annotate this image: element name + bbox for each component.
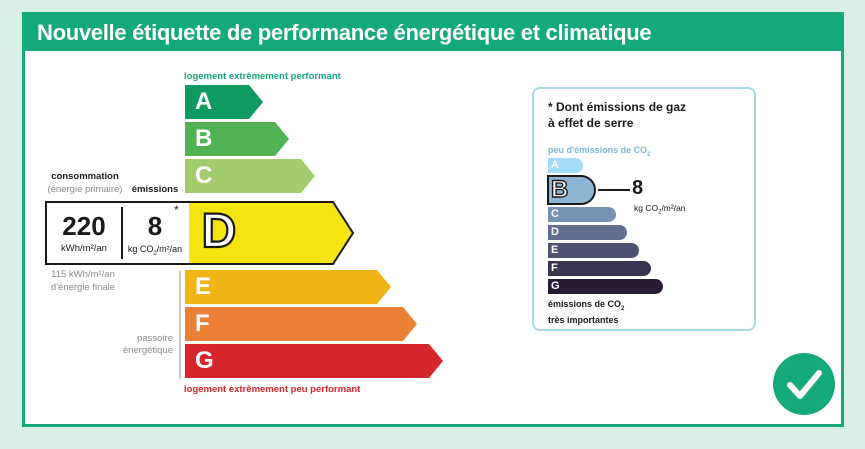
emissions-value: 8	[147, 211, 163, 241]
dpe-values-box	[45, 201, 189, 265]
ges-unit: kg CO2/m²/an	[634, 203, 686, 216]
ges-class-g: G	[548, 279, 663, 294]
consumption-unit: kWh/m²/an	[61, 243, 107, 254]
final-energy-line2: d'énergie finale	[50, 282, 116, 293]
passoire-line2: énergétique	[122, 345, 173, 356]
consumption-label: consommation	[51, 171, 119, 182]
check-icon	[787, 370, 822, 399]
ges-box: * Dont émissions de gaz à effet de serre…	[532, 87, 756, 331]
dpe-top-label: logement extrêmement performant	[184, 71, 341, 82]
ges-title-line2: à effet de serre	[548, 116, 634, 130]
dpe-class-b: B	[185, 122, 289, 156]
final-energy-line1: 115 kWh/m²/an	[51, 269, 115, 280]
ges-class-b-letter: B	[550, 175, 569, 203]
ges-class-f: F	[548, 261, 651, 276]
passoire-label: passoire énergétique	[113, 333, 173, 357]
consumption-sublabel: (énergie primaire)	[47, 184, 123, 195]
dpe-class-c: C	[185, 159, 315, 193]
ges-title: * Dont émissions de gaz à effet de serre	[548, 99, 686, 131]
ges-bottom-label: émissions de CO2 très importantes	[548, 299, 624, 326]
emissions-asterisk: *	[174, 203, 179, 217]
passoire-bracket	[179, 271, 181, 379]
emissions-unit: kg CO2/m²/an	[127, 244, 183, 257]
ges-title-line1: * Dont émissions de gaz	[548, 100, 687, 114]
ges-bottom-label-line2: très importantes	[548, 314, 619, 325]
page-title: Nouvelle étiquette de performance énergé…	[25, 15, 841, 51]
dpe-class-g: G	[185, 344, 443, 378]
ges-pointer-line	[598, 189, 630, 191]
ges-class-a: A	[548, 158, 583, 173]
dpe-class-a: A	[185, 85, 263, 119]
ges-bottom-label-line1: émissions de CO2	[548, 299, 625, 312]
check-badge	[773, 353, 835, 415]
dpe-bottom-label: logement extrêmement peu performant	[184, 384, 361, 395]
ges-class-d: D	[548, 225, 627, 240]
ges-class-b-shape	[547, 175, 596, 205]
dpe-class-d-current: D	[187, 201, 355, 265]
dpe-class-f: F	[185, 307, 417, 341]
ges-value: 8	[632, 177, 644, 199]
values-divider	[121, 207, 123, 259]
energy-label-card: Nouvelle étiquette de performance énergé…	[22, 12, 844, 427]
ges-class-b-current: B	[547, 175, 597, 205]
dpe-class-e: E	[185, 270, 391, 304]
passoire-line1: passoire	[137, 333, 173, 344]
ges-class-c: C	[548, 207, 616, 222]
ges-top-label: peu d'émissions de CO2	[548, 145, 651, 158]
ges-class-e: E	[548, 243, 639, 258]
consumption-value: 220	[62, 211, 106, 241]
dpe-class-d-letter: D	[201, 204, 238, 259]
emissions-label: émissions	[131, 184, 179, 195]
